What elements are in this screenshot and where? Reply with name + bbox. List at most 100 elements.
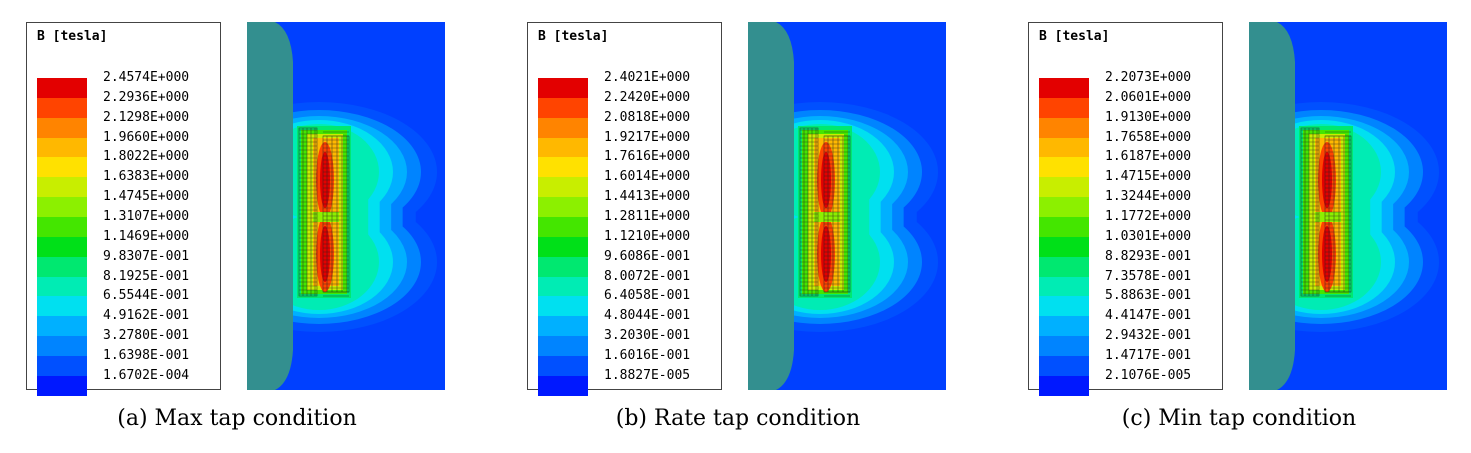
legend-title: B [tesla] <box>37 29 108 44</box>
legend-swatch <box>1039 236 1089 257</box>
legend-swatch <box>37 177 87 198</box>
panel-3: B [tesla] 2.2073E+000 2.0601E+000 1.9130E+0… <box>1028 22 1450 396</box>
legend-value: 5.8863E-001 <box>1105 288 1192 304</box>
legend-value: 1.4715E+000 <box>1105 169 1192 185</box>
legend-swatch <box>37 117 87 138</box>
legend-value: 9.8307E-001 <box>103 248 190 264</box>
legend-value: 1.4413E+000 <box>604 189 691 205</box>
field-plot-svg <box>201 22 445 390</box>
legend-value: 1.6383E+000 <box>103 169 190 185</box>
legend-swatch <box>1039 97 1089 118</box>
legend-swatch <box>538 137 588 158</box>
legend-swatch <box>37 296 87 317</box>
winding-mesh <box>1300 127 1352 297</box>
legend-swatch <box>538 117 588 138</box>
flux-density-plot <box>1203 22 1447 390</box>
legend-swatch <box>538 177 588 198</box>
legend-swatch <box>538 256 588 277</box>
legend-value: 6.5544E-001 <box>103 288 190 304</box>
legend-swatch <box>37 97 87 118</box>
flux-hotspot <box>320 226 330 282</box>
legend-swatch <box>538 296 588 317</box>
legend-value: 8.8293E-001 <box>1105 248 1192 264</box>
legend-value: 1.9660E+000 <box>103 129 190 145</box>
legend-swatch <box>538 316 588 337</box>
panel-caption: (b) Rate tap condition <box>615 406 861 431</box>
flux-hotspot <box>1322 226 1332 282</box>
legend-value: 1.3244E+000 <box>1105 189 1192 205</box>
transformer-core <box>1249 22 1295 390</box>
legend-value: 8.0072E-001 <box>604 268 691 284</box>
legend-value: 1.3107E+000 <box>103 208 190 224</box>
winding-mesh <box>799 127 851 297</box>
legend: B [tesla] 2.4574E+000 2.2936E+000 2.1298E+0… <box>26 22 221 396</box>
legend-swatch <box>37 256 87 277</box>
legend-title: B [tesla] <box>1039 29 1110 44</box>
legend-swatch <box>37 216 87 237</box>
legend-swatch <box>37 197 87 218</box>
legend-swatch <box>538 236 588 257</box>
legend-value: 1.6398E-001 <box>103 347 190 363</box>
legend-value: 2.4574E+000 <box>103 70 190 85</box>
legend-swatch <box>1039 157 1089 178</box>
legend-value: 1.1469E+000 <box>103 228 190 244</box>
legend-value: 1.9130E+000 <box>1105 109 1192 125</box>
legend-value: 7.3578E-001 <box>1105 268 1192 284</box>
flux-hotspot <box>821 226 831 282</box>
legend-value: 1.6702E-004 <box>103 367 190 383</box>
legend-swatch <box>37 236 87 257</box>
legend-swatch <box>37 375 87 396</box>
legend-swatch <box>538 78 588 98</box>
legend-swatch <box>538 375 588 396</box>
flux-gap <box>1315 212 1341 222</box>
legend-value: 4.9162E-001 <box>103 308 190 324</box>
winding-mesh <box>298 127 350 297</box>
panel-1: B [tesla] 2.4574E+000 2.2936E+000 2.1298E+0… <box>26 22 448 396</box>
legend-value: 3.2030E-001 <box>604 328 691 344</box>
legend-value: 1.6187E+000 <box>1105 149 1192 165</box>
legend-value: 3.2780E-001 <box>103 328 190 344</box>
legend-swatch <box>1039 296 1089 317</box>
legend-swatch <box>1039 216 1089 237</box>
legend-value: 2.0818E+000 <box>604 109 691 125</box>
legend-value: 2.1076E-005 <box>1105 367 1192 383</box>
legend-swatch <box>37 336 87 357</box>
legend-swatch <box>1039 256 1089 277</box>
legend-value: 2.0601E+000 <box>1105 89 1192 105</box>
legend-swatch <box>1039 375 1089 396</box>
legend-value: 4.8044E-001 <box>604 308 691 324</box>
legend-swatch <box>37 355 87 376</box>
legend-value: 2.1298E+000 <box>103 109 190 125</box>
legend-swatch <box>538 355 588 376</box>
legend-swatch <box>37 78 87 98</box>
legend-swatch <box>1039 78 1089 98</box>
legend: B [tesla] 2.4021E+000 2.2420E+000 2.0818E+0… <box>527 22 722 396</box>
legend-value: 9.6086E-001 <box>604 248 691 264</box>
legend-value: 1.7658E+000 <box>1105 129 1192 145</box>
legend-swatch <box>1039 336 1089 357</box>
legend-value: 1.1210E+000 <box>604 228 691 244</box>
transformer-core <box>748 22 794 390</box>
legend-value: 2.2936E+000 <box>103 89 190 105</box>
legend-swatch <box>538 276 588 297</box>
field-plot-svg <box>702 22 946 390</box>
legend-swatch <box>1039 355 1089 376</box>
legend-title: B [tesla] <box>538 29 609 44</box>
legend-value: 1.4745E+000 <box>103 189 190 205</box>
winding-outline <box>298 127 318 297</box>
legend-value: 1.9217E+000 <box>604 129 691 145</box>
legend-value: 2.2073E+000 <box>1105 70 1192 85</box>
legend-value: 6.4058E-001 <box>604 288 691 304</box>
legend-value: 8.1925E-001 <box>103 268 190 284</box>
legend-value: 1.0301E+000 <box>1105 228 1192 244</box>
legend-value: 1.6014E+000 <box>604 169 691 185</box>
panel-caption: (c) Min tap condition <box>1121 406 1357 431</box>
panel-2: B [tesla] 2.4021E+000 2.2420E+000 2.0818E+0… <box>527 22 949 396</box>
winding-outline <box>799 127 819 297</box>
legend-value: 1.1772E+000 <box>1105 208 1192 224</box>
legend: B [tesla] 2.2073E+000 2.0601E+000 1.9130E+0… <box>1028 22 1223 396</box>
flux-density-plot <box>201 22 445 390</box>
legend-swatch <box>1039 276 1089 297</box>
transformer-core <box>247 22 293 390</box>
legend-swatch <box>1039 197 1089 218</box>
